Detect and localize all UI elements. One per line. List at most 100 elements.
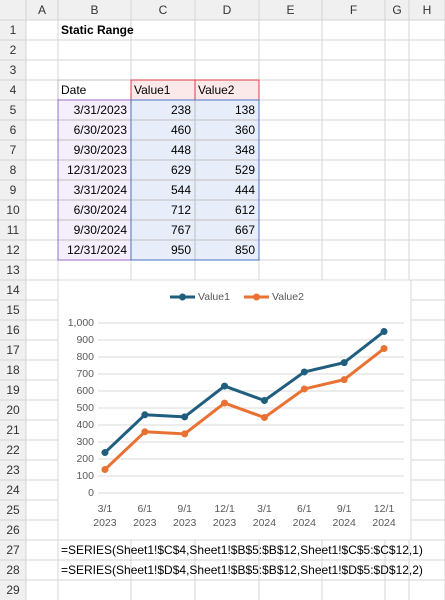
row-header: 27 — [6, 543, 20, 557]
x-tick-label-line: 12/1 — [214, 503, 235, 515]
table-header: Value1 — [134, 83, 171, 97]
data-point — [141, 411, 149, 419]
row-header: 9 — [10, 183, 17, 197]
data-point — [300, 368, 308, 376]
x-tick-label-line: 2023 — [133, 517, 157, 529]
cell-text: =SERIES(Sheet1!$C$4,Sheet1!$B$5:$B$12,Sh… — [61, 543, 423, 557]
row-header: 7 — [10, 143, 17, 157]
x-tick-label-line: 6/1 — [297, 503, 312, 515]
table-cell: 667 — [235, 223, 255, 237]
table-cell: 529 — [235, 163, 255, 177]
data-point — [340, 359, 348, 367]
row-header: 22 — [6, 443, 20, 457]
column-header: H — [423, 3, 432, 17]
row-header: 13 — [6, 263, 20, 277]
row-header: 28 — [6, 563, 20, 577]
table-cell: 3/31/2023 — [74, 103, 128, 117]
row-header: 19 — [6, 383, 20, 397]
row-header: 5 — [10, 103, 17, 117]
column-header: F — [350, 3, 357, 17]
table-cell: 6/30/2024 — [74, 203, 128, 217]
table-cell: 950 — [171, 243, 191, 257]
data-point — [101, 449, 109, 457]
cell-text: Static Range — [61, 23, 134, 37]
row-header: 24 — [6, 483, 20, 497]
table-cell: 612 — [235, 203, 255, 217]
data-point — [101, 466, 109, 474]
column-header: E — [286, 3, 294, 17]
row-header: 23 — [6, 463, 20, 477]
header-bg — [0, 0, 445, 20]
row-header: 16 — [6, 323, 20, 337]
series-line — [103, 347, 385, 471]
data-point — [181, 413, 189, 421]
x-tick-label-line: 12/1 — [374, 503, 395, 515]
y-tick-label: 800 — [76, 351, 94, 363]
table-cell: 6/30/2023 — [74, 123, 128, 137]
row-header: 25 — [6, 503, 20, 517]
y-tick-label: 100 — [76, 470, 94, 482]
row-header: 1 — [10, 23, 17, 37]
x-tick-label-line: 2023 — [93, 517, 117, 529]
table-cell: 712 — [171, 203, 191, 217]
table-cell: 850 — [235, 243, 255, 257]
y-tick-label: 900 — [76, 334, 94, 346]
x-tick-label: 9/1 2023 — [173, 503, 197, 529]
row-header: 12 — [6, 243, 20, 257]
values-highlight — [130, 99, 260, 261]
table-header: Value2 — [198, 83, 235, 97]
x-tick-label: 12/1 2024 — [372, 503, 396, 529]
x-tick-label-line: 2024 — [333, 517, 357, 529]
x-tick-label: 12/1 2023 — [213, 503, 237, 529]
data-point — [260, 414, 268, 422]
x-tick-label: 9/1 2024 — [333, 503, 357, 529]
row-header: 6 — [10, 123, 17, 137]
x-tick-label-line: 2023 — [173, 517, 197, 529]
legend-marker — [179, 293, 186, 301]
table-cell: 360 — [235, 123, 255, 137]
table-cell: 9/30/2024 — [74, 223, 128, 237]
row-header: 3 — [10, 63, 17, 77]
x-tick-label-line: 2024 — [253, 517, 277, 529]
data-point — [260, 397, 268, 405]
y-tick-label: 0 — [88, 487, 94, 499]
row-header: 8 — [10, 163, 17, 177]
x-tick-label-line: 9/1 — [337, 503, 352, 515]
cell-text: =SERIES(Sheet1!$D$4,Sheet1!$B$5:$B$12,Sh… — [61, 563, 423, 577]
row-header: 10 — [6, 203, 20, 217]
row-header: 26 — [6, 523, 20, 537]
x-tick-label-line: 2024 — [372, 517, 396, 529]
y-tick-label: 1,000 — [68, 317, 94, 329]
x-tick-label-line: 9/1 — [177, 503, 192, 515]
row-header: 11 — [7, 223, 20, 237]
x-tick-label-line: 2024 — [293, 517, 317, 529]
column-header: B — [90, 3, 98, 17]
legend-label: Value1 — [198, 291, 230, 303]
row-header: 20 — [6, 403, 20, 417]
column-header: G — [392, 3, 401, 17]
data-point — [221, 382, 229, 390]
data-point — [380, 345, 388, 352]
table-cell: 9/30/2023 — [74, 143, 128, 157]
row-header: 2 — [10, 43, 17, 57]
series-line — [103, 330, 385, 454]
data-point — [380, 328, 388, 335]
data-point — [340, 376, 348, 384]
table-cell: 348 — [235, 143, 255, 157]
table-cell: 3/31/2024 — [74, 183, 128, 197]
y-tick-label: 600 — [76, 385, 94, 397]
legend-marker — [253, 293, 260, 301]
table-cell: 12/31/2023 — [67, 163, 127, 177]
x-tick-label: 6/1 2023 — [133, 503, 157, 529]
y-tick-label: 400 — [76, 419, 94, 431]
legend-label: Value2 — [272, 291, 304, 303]
column-header: C — [159, 3, 168, 17]
y-tick-label: 700 — [76, 368, 94, 380]
table-cell: 448 — [171, 143, 191, 157]
table-cell: 629 — [171, 163, 191, 177]
table-cell: 238 — [171, 103, 191, 117]
data-point — [300, 385, 308, 393]
table-cell: 444 — [235, 183, 255, 197]
table-header: Date — [61, 83, 87, 97]
x-tick-label-line: 3/1 — [98, 503, 113, 515]
